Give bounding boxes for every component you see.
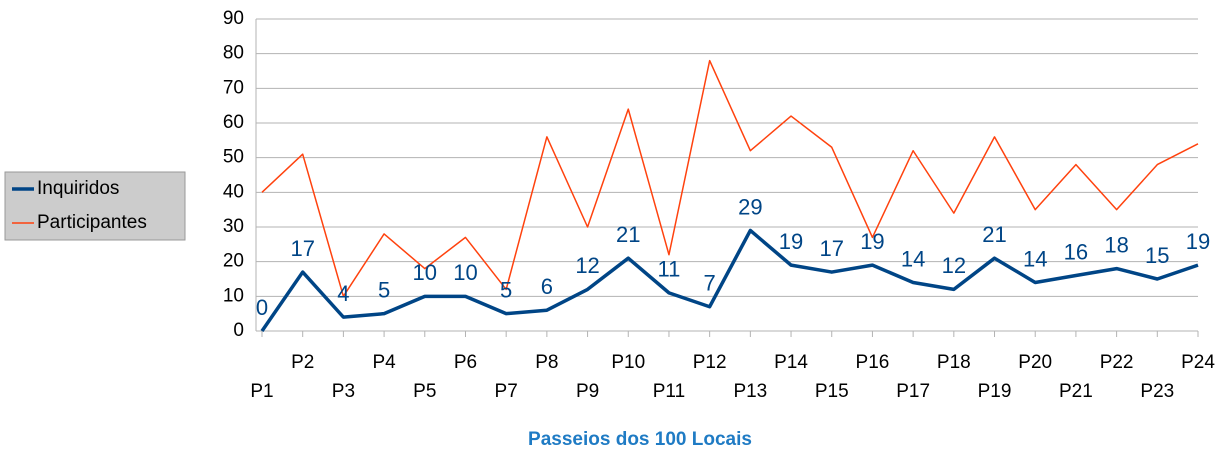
legend-label: Participantes bbox=[37, 212, 147, 233]
x-tick-label: P6 bbox=[454, 352, 477, 373]
data-label: 7 bbox=[704, 271, 716, 296]
x-tick-label: P11 bbox=[653, 381, 685, 402]
y-tick-label: 20 bbox=[223, 251, 244, 272]
x-tick-label: P8 bbox=[535, 352, 558, 373]
data-label: 12 bbox=[942, 253, 966, 278]
data-label: 19 bbox=[860, 229, 884, 254]
series-line bbox=[260, 228, 1199, 332]
data-label: 21 bbox=[616, 222, 640, 247]
data-label: 4 bbox=[337, 281, 349, 306]
x-tick-label: P24 bbox=[1181, 352, 1215, 373]
x-tick-label: P20 bbox=[1018, 352, 1052, 373]
data-label: 18 bbox=[1104, 232, 1128, 257]
data-label: 5 bbox=[378, 277, 390, 302]
data-label: 14 bbox=[1023, 246, 1047, 271]
legend-box bbox=[4, 171, 186, 241]
series-line bbox=[261, 59, 1199, 298]
y-tick-label: 90 bbox=[223, 8, 244, 29]
y-tick-label: 80 bbox=[223, 43, 244, 64]
x-tick-label: P12 bbox=[693, 352, 727, 373]
x-tick-label: P17 bbox=[896, 381, 930, 402]
y-tick-label: 60 bbox=[223, 112, 244, 133]
data-label: 11 bbox=[658, 257, 681, 282]
x-tick-label: P2 bbox=[291, 352, 314, 373]
data-label: 10 bbox=[453, 260, 477, 285]
x-tick-label: P15 bbox=[815, 381, 849, 402]
x-tick-label: P10 bbox=[611, 352, 645, 373]
y-tick-label: 30 bbox=[223, 216, 244, 237]
x-axis-title: Passeios dos 100 Locais bbox=[528, 429, 752, 450]
x-tick-label: P4 bbox=[372, 352, 396, 373]
data-label: 29 bbox=[738, 194, 762, 219]
data-label: 19 bbox=[779, 229, 803, 254]
data-label: 6 bbox=[541, 274, 553, 299]
x-tick-label: P22 bbox=[1100, 352, 1134, 373]
y-tick-label: 70 bbox=[223, 77, 244, 98]
x-tick-label: P1 bbox=[250, 381, 273, 402]
x-tick-label: P14 bbox=[774, 352, 808, 373]
data-label: 21 bbox=[982, 222, 1006, 247]
x-tick-label: P5 bbox=[413, 381, 436, 402]
y-tick-label: 50 bbox=[223, 147, 244, 168]
y-tick-label: 40 bbox=[223, 181, 244, 202]
data-label: 16 bbox=[1064, 239, 1088, 264]
x-tick-label: P9 bbox=[576, 381, 599, 402]
x-tick-label: P13 bbox=[733, 381, 767, 402]
x-tick-label: P7 bbox=[495, 381, 518, 402]
y-tick-label: 10 bbox=[223, 285, 244, 306]
x-tick-label: P16 bbox=[856, 352, 890, 373]
data-label: 15 bbox=[1145, 243, 1169, 268]
data-label: 10 bbox=[413, 260, 437, 285]
x-tick-label: P23 bbox=[1140, 381, 1174, 402]
x-tick-label: P19 bbox=[978, 381, 1012, 402]
data-label: 19 bbox=[1186, 229, 1210, 254]
data-label: 14 bbox=[901, 246, 925, 271]
data-label: 0 bbox=[256, 295, 268, 320]
x-tick-label: P18 bbox=[937, 352, 971, 373]
data-label: 17 bbox=[290, 236, 314, 261]
x-tick-label: P3 bbox=[332, 381, 355, 402]
data-label: 5 bbox=[500, 277, 512, 302]
data-label: 12 bbox=[575, 253, 599, 278]
legend-label: Inquiridos bbox=[37, 178, 119, 199]
y-tick-label: 0 bbox=[233, 320, 244, 341]
data-label: 17 bbox=[819, 236, 843, 261]
x-tick-label: P21 bbox=[1059, 381, 1093, 402]
